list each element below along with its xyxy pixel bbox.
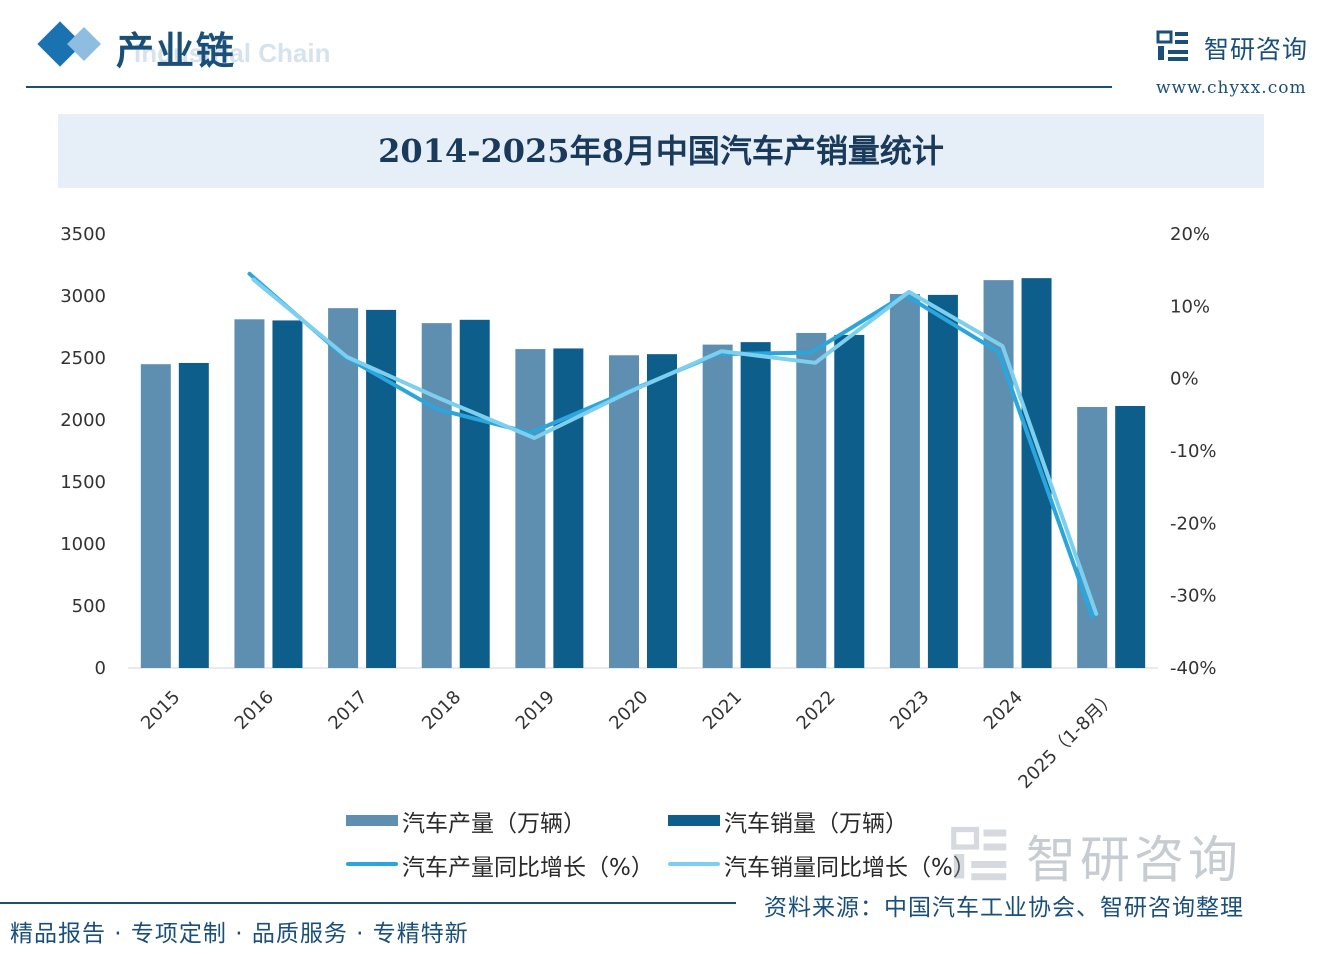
left-axis-tick-label: 3000 [60, 286, 106, 307]
bar-sales [366, 309, 397, 668]
legend-label-production: 汽车产量（万辆） [402, 811, 586, 837]
bar-production [421, 323, 452, 668]
right-axis-tick-label: 0% [1170, 369, 1199, 390]
bar-sales [927, 294, 958, 668]
x-axis-category-label: 2020 [605, 687, 652, 734]
bar-sales [553, 348, 584, 668]
left-axis-tick-label: 1000 [60, 534, 106, 555]
section-title: 产业链 [116, 28, 237, 73]
legend: 汽车产量（万辆） 汽车销量（万辆） 汽车产量同比增长（%） 汽车销量同比增长（%… [346, 800, 1046, 890]
section-subtitle: Industrial Chain [134, 38, 331, 68]
brand-url: www.chyxx.com [1156, 78, 1307, 98]
right-axis-tick-label: 20% [1170, 224, 1210, 245]
legend-swatch-production [346, 815, 398, 826]
footer-slogan: 精品报告 · 专项定制 · 品质服务 · 专精特新 [10, 921, 469, 947]
left-axis-tick-label: 500 [72, 596, 106, 617]
line-sales-growth [251, 277, 1099, 616]
x-axis-category-label: 2022 [793, 687, 840, 734]
bar-sales [1115, 405, 1146, 668]
x-axis-category-label: 2025（1-8月） [1014, 687, 1120, 793]
footer-divider [0, 902, 736, 904]
x-axis-category-label: 2015 [137, 687, 184, 734]
legend-label-sales: 汽车销量（万辆） [724, 811, 908, 837]
bar-production [1077, 406, 1108, 668]
bar-production [328, 308, 359, 668]
bar-production [889, 294, 920, 668]
legend-line-sales-growth [668, 862, 720, 866]
chart-title-band [58, 114, 1264, 188]
x-axis-category-label: 2019 [512, 687, 559, 734]
bar-production [234, 319, 265, 668]
x-axis-category-label: 2021 [699, 687, 746, 734]
bar-production [702, 344, 733, 668]
x-axis-category-label: 2018 [418, 687, 465, 734]
bar-production [515, 349, 546, 668]
x-axis-category-label: 2016 [231, 687, 278, 734]
bar-sales [178, 362, 209, 668]
right-axis-tick-label: 10% [1170, 296, 1210, 317]
watermark-logo-icon [951, 826, 1007, 881]
bar-sales [459, 319, 490, 668]
x-axis-category-label: 2024 [980, 687, 1027, 734]
bar-sales [647, 354, 677, 668]
watermark-text: 智研咨询 [1026, 831, 1242, 889]
x-axis-category-label: 2017 [324, 687, 371, 734]
legend-label-production-growth: 汽车产量同比增长（%） [402, 855, 654, 881]
chart-title: 2014-2025年8月中国汽车产销量统计 [378, 132, 944, 170]
bar-sales [740, 342, 771, 668]
right-axis-tick-label: -20% [1170, 513, 1217, 534]
left-axis-tick-label: 2500 [60, 348, 106, 369]
right-axis-tick-label: -10% [1170, 441, 1217, 462]
bar-sales [834, 334, 865, 668]
left-axis-tick-label: 1500 [60, 472, 106, 493]
right-axis-tick-label: -30% [1170, 586, 1217, 607]
bar-production [796, 332, 827, 668]
left-axis-tick-label: 3500 [60, 224, 106, 245]
source-note: 资料来源：中国汽车工业协会、智研咨询整理 [764, 895, 1244, 921]
legend-line-production-growth [346, 862, 398, 866]
legend-swatch-sales [668, 815, 720, 826]
bar-sales [272, 320, 303, 668]
bar-production [609, 355, 639, 668]
right-axis-tick-label: -40% [1170, 658, 1217, 679]
brand-name: 智研咨询 [1204, 35, 1309, 64]
header-divider [26, 86, 1112, 88]
brand-logo-icon [1156, 30, 1188, 61]
left-axis-tick-label: 2000 [60, 410, 106, 431]
legend-label-sales-growth: 汽车销量同比增长（%） [724, 855, 976, 881]
x-axis-category-label: 2023 [886, 687, 933, 734]
left-axis-tick-label: 0 [95, 658, 106, 679]
bar-production [140, 364, 171, 668]
